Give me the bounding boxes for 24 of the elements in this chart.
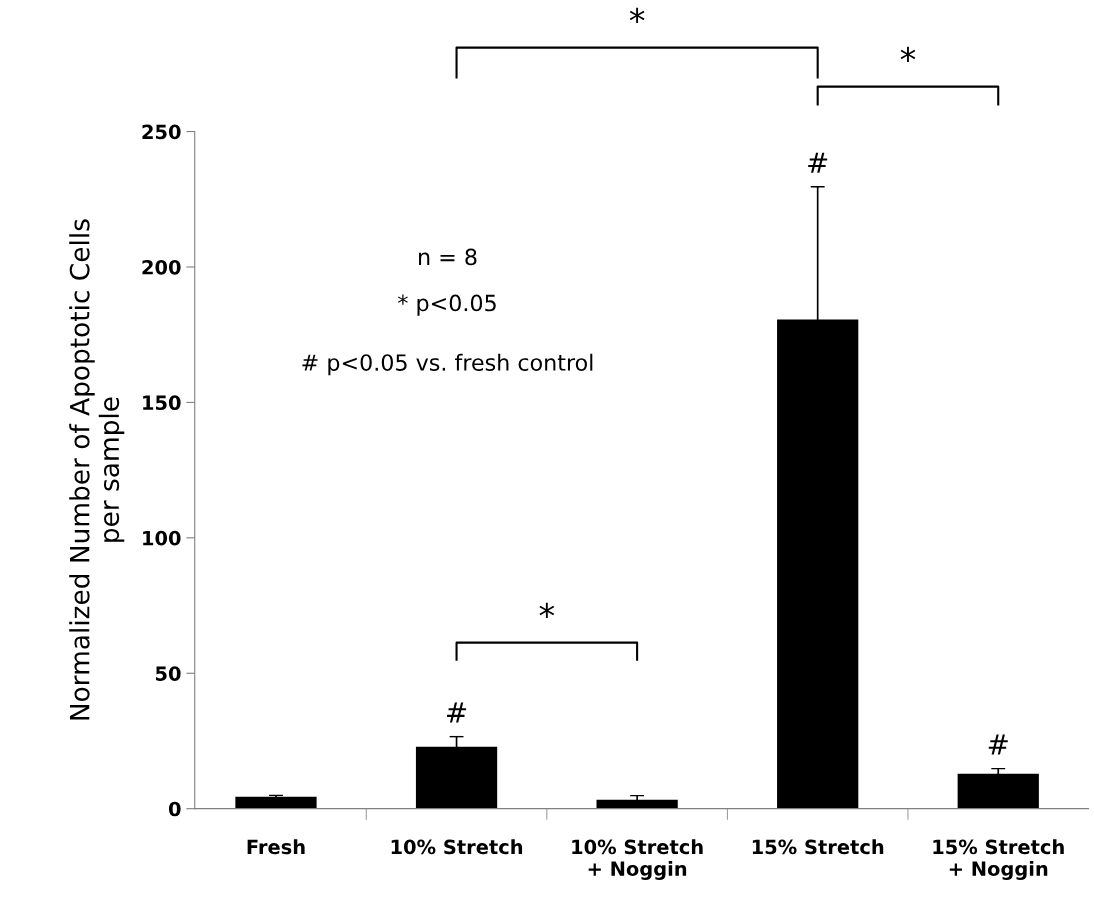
x-tick-label: 10% Stretch + Noggin: [572, 839, 703, 880]
y-tick-label: 200: [142, 259, 181, 275]
bar: [235, 796, 317, 809]
x-tick-label: 10% Stretch: [391, 839, 523, 855]
y-tick-label: 0: [168, 801, 181, 817]
y-tick-label: 100: [143, 530, 181, 546]
annotation: n = 8: [419, 248, 477, 266]
text: *: [629, 7, 645, 23]
y-tick-label: 250: [142, 124, 181, 140]
y-tick-label: 50: [155, 666, 181, 681]
bar: [596, 799, 678, 809]
annotation: #: [808, 152, 828, 173]
annotation: *: [539, 602, 555, 619]
annotation: #: [988, 734, 1008, 755]
x-tick-label: 15% Stretch: [752, 839, 884, 855]
y-tick-label: 150: [143, 395, 181, 411]
y-axis-title: Normalized Number of Apoptotic Cells per sample: [69, 219, 125, 720]
x-tick-label: Fresh: [247, 839, 305, 855]
annotation: # p<0.05 vs. fresh control: [302, 353, 593, 376]
annotation: #: [447, 702, 467, 723]
x-tick-label: 15% Stretch + Noggin: [933, 839, 1064, 880]
text: *: [900, 46, 916, 63]
annotation: * p<0.05: [398, 294, 496, 316]
bar: [957, 773, 1039, 809]
